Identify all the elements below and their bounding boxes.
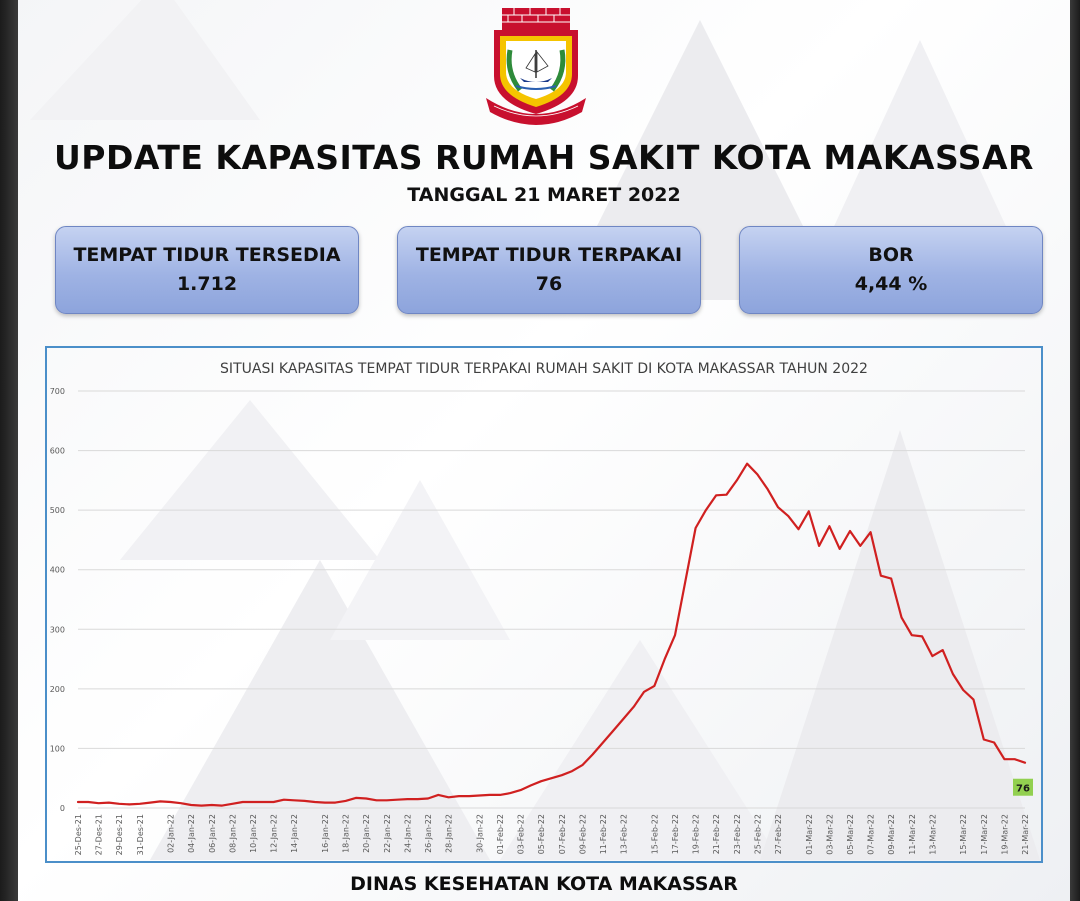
chart-title: SITUASI KAPASITAS TEMPAT TIDUR TERPAKAI … <box>220 361 868 377</box>
x-tick-label: 22-Jan-22 <box>383 814 392 853</box>
series-line <box>76 462 1027 807</box>
card-beds-used-label: TEMPAT TIDUR TERPAKAI <box>415 244 683 266</box>
chart-frame <box>45 346 1043 863</box>
x-tick-label: 03-Mar-22 <box>825 814 834 855</box>
card-beds-available-value: 1.712 <box>176 273 238 295</box>
x-tick-label: 11-Mar-22 <box>908 814 917 855</box>
x-tick-label: 05-Feb-22 <box>537 814 546 854</box>
x-tick-label: 20-Jan-22 <box>362 814 371 853</box>
last-value-label: 76 <box>1016 784 1030 795</box>
x-tick-label: 17-Feb-22 <box>671 814 680 854</box>
x-tick-label: 15-Mar-22 <box>959 814 968 855</box>
y-tick-label: 200 <box>50 685 65 694</box>
x-tick-label: 19-Mar-22 <box>1000 814 1009 855</box>
page-date: TANGGAL 21 MARET 2022 <box>407 184 681 206</box>
footer-agency: DINAS KESEHATAN KOTA MAKASSAR <box>350 873 738 895</box>
x-tick-label: 21-Mar-22 <box>1021 814 1030 855</box>
x-tick-label: 09-Feb-22 <box>578 814 587 854</box>
x-tick-label: 17-Mar-22 <box>980 814 989 855</box>
x-tick-label: 13-Mar-22 <box>928 814 937 855</box>
card-bor-value: 4,44 % <box>854 273 928 295</box>
makassar-emblem-logo <box>486 8 586 125</box>
x-tick-label: 24-Jan-22 <box>403 814 412 853</box>
logo-ribbon <box>486 98 586 125</box>
logo-ship-hull <box>520 78 552 82</box>
x-tick-label: 01-Mar-22 <box>805 814 814 855</box>
card-beds-available-label: TEMPAT TIDUR TERSEDIA <box>73 244 341 266</box>
screen-frame-left <box>0 0 18 901</box>
x-tick-label: 23-Feb-22 <box>733 814 742 854</box>
y-tick-label: 0 <box>60 804 65 813</box>
card-beds-available: TEMPAT TIDUR TERSEDIA 1.712 <box>55 226 359 314</box>
x-tick-label: 03-Feb-22 <box>517 814 526 854</box>
x-tick-label: 12-Jan-22 <box>270 814 279 853</box>
x-tick-label: 27-Des-21 <box>95 814 104 855</box>
x-tick-label: 06-Jan-22 <box>208 814 217 853</box>
y-tick-label: 600 <box>50 447 65 456</box>
x-tick-label: 01-Feb-22 <box>496 814 505 854</box>
x-tick-label: 19-Feb-22 <box>692 814 701 854</box>
card-beds-used: TEMPAT TIDUR TERPAKAI 76 <box>397 226 701 314</box>
x-tick-label: 09-Mar-22 <box>887 814 896 855</box>
x-tick-label: 27-Feb-22 <box>774 814 783 854</box>
x-tick-label: 02-Jan-22 <box>167 814 176 853</box>
x-tick-label: 14-Jan-22 <box>290 814 299 853</box>
card-bor-label: BOR <box>868 244 914 266</box>
card-beds-used-value: 76 <box>535 273 563 295</box>
x-tick-label: 31-Des-21 <box>136 814 145 855</box>
bed-usage-line-chart: SITUASI KAPASITAS TEMPAT TIDUR TERPAKAI … <box>50 361 1033 855</box>
y-tick-label: 300 <box>50 625 65 634</box>
x-tick-label: 21-Feb-22 <box>712 814 721 854</box>
x-tick-label: 26-Jan-22 <box>424 814 433 853</box>
screen-frame-right <box>1070 0 1080 901</box>
x-tick-label: 11-Feb-22 <box>599 814 608 854</box>
page-title: UPDATE KAPASITAS RUMAH SAKIT KOTA MAKASS… <box>54 138 1034 177</box>
x-tick-label: 29-Des-21 <box>115 814 124 855</box>
x-tick-label: 16-Jan-22 <box>321 814 330 853</box>
y-tick-label: 500 <box>50 506 65 515</box>
y-tick-label: 100 <box>50 744 65 753</box>
x-tick-label: 10-Jan-22 <box>249 814 258 853</box>
y-tick-label: 400 <box>50 566 65 575</box>
x-tick-label: 18-Jan-22 <box>342 814 351 853</box>
x-tick-label: 07-Feb-22 <box>558 814 567 854</box>
x-tick-label: 04-Jan-22 <box>187 814 196 853</box>
x-tick-label: 05-Mar-22 <box>846 814 855 855</box>
x-tick-label: 25-Feb-22 <box>753 814 762 854</box>
x-tick-label: 08-Jan-22 <box>228 814 237 853</box>
x-tick-label: 25-Des-21 <box>74 814 83 855</box>
logo-ship-sail <box>536 50 549 73</box>
x-tick-label: 13-Feb-22 <box>620 814 629 854</box>
x-tick-label: 15-Feb-22 <box>650 814 659 854</box>
last-value-label-box <box>1013 778 1033 796</box>
card-bor: BOR 4,44 % <box>739 226 1043 314</box>
y-tick-label: 700 <box>50 387 65 396</box>
logo-fortress-top <box>502 8 570 30</box>
x-tick-label: 30-Jan-22 <box>475 814 484 853</box>
x-tick-label: 07-Mar-22 <box>867 814 876 855</box>
x-tick-label: 28-Jan-22 <box>445 814 454 853</box>
